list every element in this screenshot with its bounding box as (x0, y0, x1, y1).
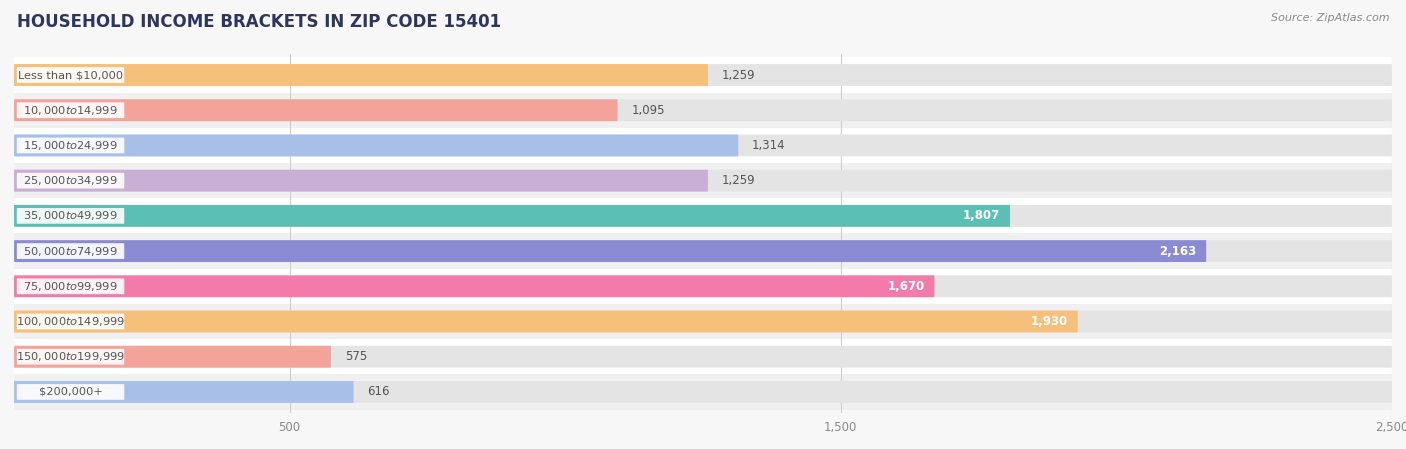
FancyBboxPatch shape (17, 384, 124, 400)
Text: HOUSEHOLD INCOME BRACKETS IN ZIP CODE 15401: HOUSEHOLD INCOME BRACKETS IN ZIP CODE 15… (17, 13, 501, 31)
Text: Less than $10,000: Less than $10,000 (18, 70, 124, 80)
FancyBboxPatch shape (17, 278, 124, 294)
FancyBboxPatch shape (14, 346, 330, 368)
Text: $25,000 to $34,999: $25,000 to $34,999 (24, 174, 118, 187)
FancyBboxPatch shape (14, 205, 1010, 227)
FancyBboxPatch shape (14, 240, 1392, 262)
Text: 1,314: 1,314 (752, 139, 786, 152)
FancyBboxPatch shape (14, 275, 935, 297)
FancyBboxPatch shape (14, 170, 1392, 192)
Text: Source: ZipAtlas.com: Source: ZipAtlas.com (1271, 13, 1389, 23)
FancyBboxPatch shape (14, 64, 1392, 86)
FancyBboxPatch shape (17, 137, 124, 153)
FancyBboxPatch shape (14, 198, 1392, 233)
FancyBboxPatch shape (14, 57, 1392, 92)
FancyBboxPatch shape (14, 135, 1392, 156)
Text: 1,930: 1,930 (1031, 315, 1069, 328)
FancyBboxPatch shape (14, 311, 1392, 332)
Text: $100,000 to $149,999: $100,000 to $149,999 (15, 315, 125, 328)
FancyBboxPatch shape (14, 163, 1392, 198)
Text: 1,259: 1,259 (721, 69, 755, 82)
FancyBboxPatch shape (14, 92, 1392, 128)
FancyBboxPatch shape (14, 275, 1392, 297)
Text: 1,807: 1,807 (963, 209, 1000, 222)
FancyBboxPatch shape (17, 67, 124, 83)
FancyBboxPatch shape (14, 304, 1392, 339)
FancyBboxPatch shape (17, 208, 124, 224)
FancyBboxPatch shape (14, 311, 1078, 332)
FancyBboxPatch shape (14, 240, 1206, 262)
FancyBboxPatch shape (17, 102, 124, 118)
Text: 2,163: 2,163 (1159, 245, 1197, 258)
Text: 1,095: 1,095 (631, 104, 665, 117)
Text: $15,000 to $24,999: $15,000 to $24,999 (24, 139, 118, 152)
Text: $75,000 to $99,999: $75,000 to $99,999 (24, 280, 118, 293)
FancyBboxPatch shape (14, 99, 1392, 121)
Text: 1,670: 1,670 (887, 280, 925, 293)
Text: $35,000 to $49,999: $35,000 to $49,999 (24, 209, 118, 222)
Text: $10,000 to $14,999: $10,000 to $14,999 (24, 104, 118, 117)
FancyBboxPatch shape (17, 349, 124, 365)
FancyBboxPatch shape (14, 135, 738, 156)
FancyBboxPatch shape (14, 170, 709, 192)
FancyBboxPatch shape (17, 314, 124, 330)
Text: 575: 575 (344, 350, 367, 363)
FancyBboxPatch shape (14, 374, 1392, 409)
FancyBboxPatch shape (14, 205, 1392, 227)
Text: $150,000 to $199,999: $150,000 to $199,999 (15, 350, 125, 363)
FancyBboxPatch shape (14, 346, 1392, 368)
FancyBboxPatch shape (14, 99, 617, 121)
FancyBboxPatch shape (17, 243, 124, 259)
Text: $50,000 to $74,999: $50,000 to $74,999 (24, 245, 118, 258)
FancyBboxPatch shape (14, 381, 353, 403)
FancyBboxPatch shape (14, 128, 1392, 163)
Text: 616: 616 (367, 385, 389, 398)
Text: 1,259: 1,259 (721, 174, 755, 187)
Text: $200,000+: $200,000+ (39, 387, 103, 397)
FancyBboxPatch shape (14, 64, 709, 86)
FancyBboxPatch shape (14, 381, 1392, 403)
FancyBboxPatch shape (14, 233, 1392, 269)
FancyBboxPatch shape (17, 173, 124, 189)
FancyBboxPatch shape (14, 339, 1392, 374)
FancyBboxPatch shape (14, 269, 1392, 304)
